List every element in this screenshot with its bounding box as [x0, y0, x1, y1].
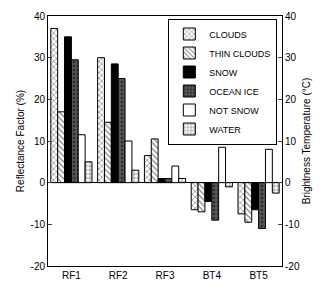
- svg-text:WATER: WATER: [209, 125, 241, 135]
- svg-text:Reflectance Factor (%): Reflectance Factor (%): [15, 90, 26, 192]
- svg-text:10: 10: [285, 136, 297, 147]
- svg-text:-20: -20: [285, 261, 300, 272]
- svg-text:20: 20: [285, 94, 297, 105]
- svg-text:BT5: BT5: [249, 270, 268, 281]
- svg-text:RF2: RF2: [109, 270, 128, 281]
- svg-text:OCEAN ICE: OCEAN ICE: [209, 87, 259, 97]
- svg-text:RF3: RF3: [156, 270, 175, 281]
- svg-text:CLOUDS: CLOUDS: [209, 30, 247, 40]
- svg-text:40: 40: [34, 11, 46, 22]
- svg-text:NOT SNOW: NOT SNOW: [209, 106, 259, 116]
- svg-text:-20: -20: [31, 261, 46, 272]
- svg-text:-10: -10: [31, 219, 46, 230]
- svg-text:-10: -10: [285, 219, 300, 230]
- svg-text:20: 20: [34, 94, 46, 105]
- svg-text:0: 0: [285, 177, 291, 188]
- svg-text:40: 40: [285, 11, 297, 22]
- svg-text:THIN CLOUDS: THIN CLOUDS: [209, 49, 270, 59]
- svg-text:30: 30: [285, 52, 297, 63]
- svg-text:BT4: BT4: [203, 270, 222, 281]
- svg-text:Brightness Temperature (°C): Brightness Temperature (°C): [301, 78, 312, 205]
- svg-text:SNOW: SNOW: [209, 68, 238, 78]
- svg-text:0: 0: [39, 177, 45, 188]
- svg-text:RF1: RF1: [62, 270, 81, 281]
- svg-text:30: 30: [34, 52, 46, 63]
- svg-text:10: 10: [34, 136, 46, 147]
